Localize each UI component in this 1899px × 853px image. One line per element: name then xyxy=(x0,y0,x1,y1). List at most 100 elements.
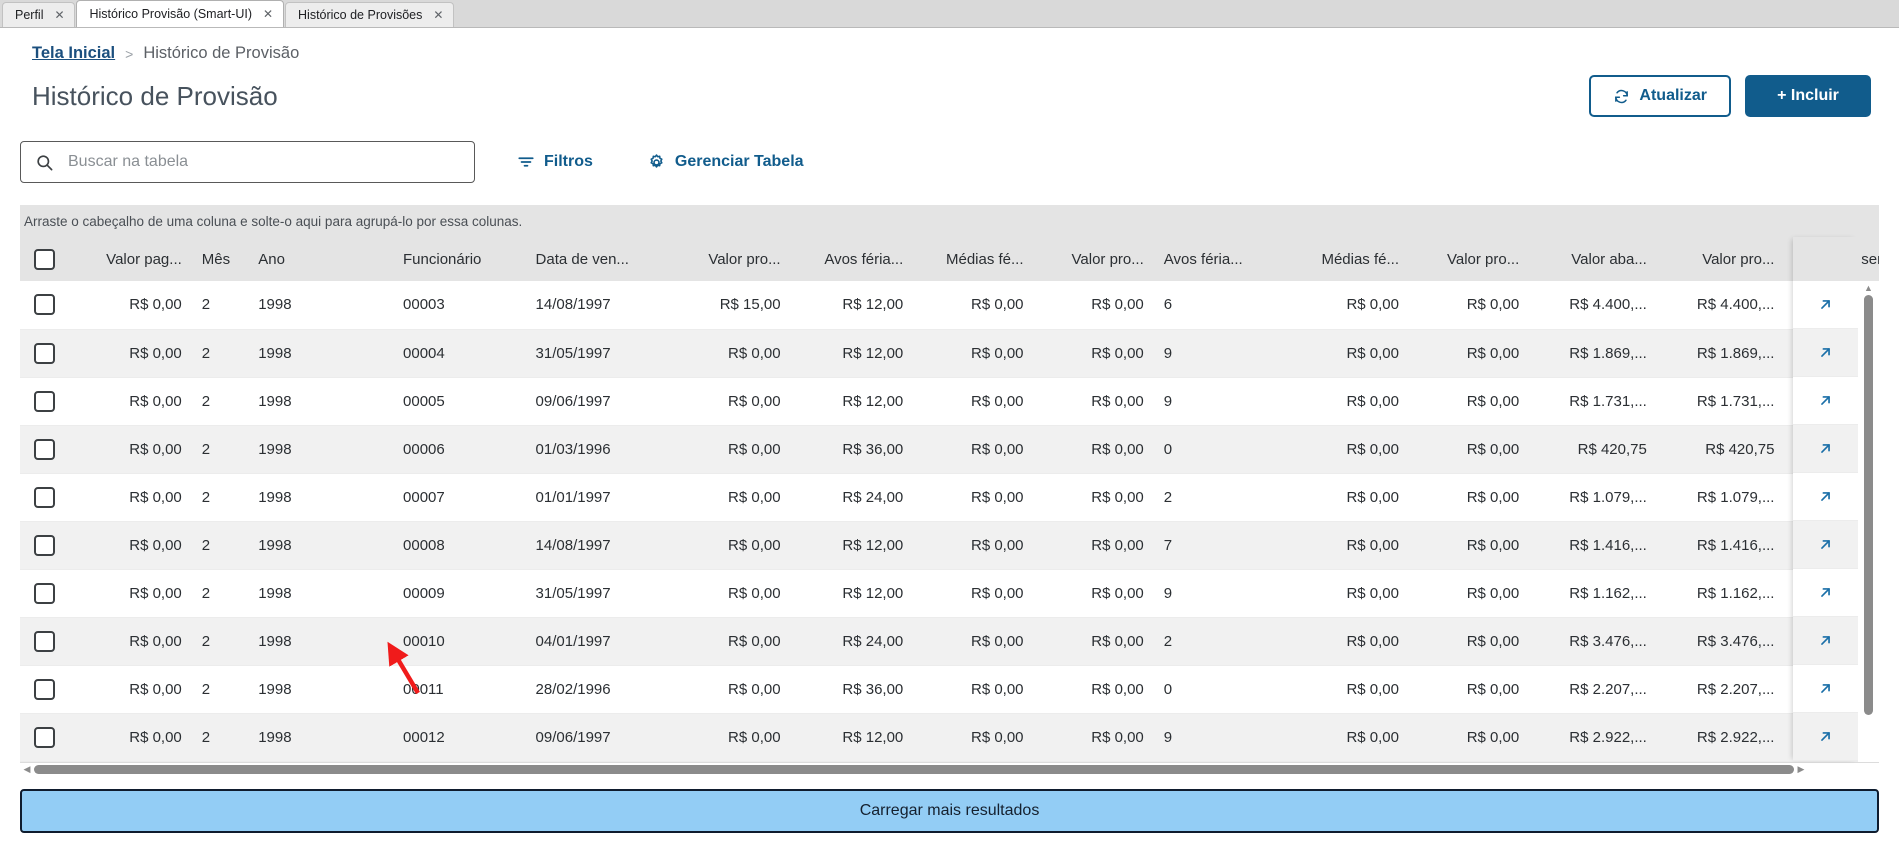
open-in-new-icon[interactable] xyxy=(1817,296,1834,313)
cell-medias-fe-1: R$ 0,00 xyxy=(970,632,1024,650)
cell-data-venc: 09/06/1997 xyxy=(535,728,611,746)
cell-avos-ferias-1: R$ 36,00 xyxy=(842,440,904,458)
column-header-medias-fe-2[interactable]: Médias fé... xyxy=(1288,237,1409,281)
row-select-cell xyxy=(20,281,84,329)
cell-valor-pro-4: R$ 3.476,... xyxy=(1696,632,1775,650)
cell-medias-fe-2: R$ 0,00 xyxy=(1346,344,1399,362)
table-row[interactable]: R$ 0,00 2 1998 00012 09/06/1997 R$ 0,00 R$ 12,… xyxy=(20,713,1879,761)
load-more-button[interactable]: Carregar mais resultados xyxy=(20,788,1879,833)
open-in-new-icon[interactable] xyxy=(1817,392,1834,409)
open-in-new-icon[interactable] xyxy=(1817,488,1834,505)
add-button[interactable]: + Incluir xyxy=(1745,75,1871,117)
cell-avos-ferias-2: 9 xyxy=(1163,344,1173,362)
column-header-valor-pro-1[interactable]: Valor pro... xyxy=(670,237,791,281)
row-checkbox[interactable] xyxy=(34,582,55,604)
table-row[interactable]: R$ 0,00 2 1998 00005 09/06/1997 R$ 0,00 R$ 12,… xyxy=(20,377,1879,425)
browser-tab-2[interactable]: Histórico de Provisões ✕ xyxy=(285,2,455,27)
scroll-up-icon[interactable]: ▲ xyxy=(1864,283,1873,293)
close-icon[interactable]: ✕ xyxy=(54,8,65,22)
open-in-new-icon[interactable] xyxy=(1817,440,1834,457)
breadcrumb-current: Histórico de Provisão xyxy=(143,44,300,62)
cell-data-venc: 31/05/1997 xyxy=(535,344,611,362)
column-header-avos-ferias-2[interactable]: Avos féria... xyxy=(1153,237,1289,281)
cell-funcionario: 00006 xyxy=(403,440,445,458)
filters-button[interactable]: Filtros xyxy=(507,145,603,179)
table-row[interactable]: R$ 0,00 2 1998 00010 04/01/1997 R$ 0,00 R$ 24,… xyxy=(20,617,1879,665)
cell-medias-fe-2: R$ 0,00 xyxy=(1346,488,1399,506)
row-checkbox[interactable] xyxy=(34,438,55,460)
select-all-checkbox[interactable] xyxy=(34,248,55,270)
row-checkbox[interactable] xyxy=(34,534,55,556)
column-header-valor-pago[interactable]: Valor pag... xyxy=(83,237,192,281)
column-header-valor-pro-2[interactable]: Valor pro... xyxy=(1033,237,1154,281)
cell-valor-pago: R$ 0,00 xyxy=(129,344,182,362)
row-checkbox[interactable] xyxy=(34,486,55,508)
table-row[interactable]: R$ 0,00 2 1998 00006 01/03/1996 R$ 0,00 R$ 36,… xyxy=(20,425,1879,473)
open-in-new-icon[interactable] xyxy=(1817,632,1834,649)
cell-mes: 2 xyxy=(201,440,211,458)
cell-avos-ferias-1: R$ 12,00 xyxy=(842,584,904,602)
column-header-valor-pro-4[interactable]: Valor pro... xyxy=(1656,237,1785,281)
column-header-valor-pro-3[interactable]: Valor pro... xyxy=(1409,237,1530,281)
group-panel[interactable]: Arraste o cabeçalho de uma coluna e solt… xyxy=(20,205,1879,237)
browser-tab-0[interactable]: Perfil ✕ xyxy=(2,2,76,27)
table-row[interactable]: R$ 0,00 2 1998 00011 28/02/1996 R$ 0,00 R$ 36,… xyxy=(20,665,1879,713)
table-row[interactable]: R$ 0,00 2 1998 00009 31/05/1997 R$ 0,00 R$ 12,… xyxy=(20,569,1879,617)
cell-valor-pago: R$ 0,00 xyxy=(129,728,182,746)
row-checkbox[interactable] xyxy=(34,726,55,748)
cell-data-venc: 04/01/1997 xyxy=(535,632,611,650)
row-checkbox[interactable] xyxy=(34,342,55,364)
column-header-avos-ferias-1[interactable]: Avos féria... xyxy=(790,237,914,281)
data-table: Valor pag... Mês Ano Funcionário Data de… xyxy=(20,237,1879,762)
search-input[interactable] xyxy=(66,152,460,172)
cell-funcionario: 00010 xyxy=(403,632,445,650)
column-header-mes[interactable]: Mês xyxy=(191,237,249,281)
horizontal-scrollbar[interactable]: ◀ ▶ xyxy=(20,762,1879,777)
row-checkbox[interactable] xyxy=(34,678,55,700)
cell-avos-ferias-2: 9 xyxy=(1163,728,1173,746)
column-header-medias-fe-1[interactable]: Médias fé... xyxy=(913,237,1034,281)
cell-ano: 1998 xyxy=(258,392,292,410)
cell-avos-ferias-1: R$ 12,00 xyxy=(842,728,904,746)
cell-medias-fe-1: R$ 0,00 xyxy=(970,392,1024,410)
row-checkbox[interactable] xyxy=(34,630,55,652)
table-row[interactable]: R$ 0,00 2 1998 00008 14/08/1997 R$ 0,00 R$ 12,… xyxy=(20,521,1879,569)
row-checkbox[interactable] xyxy=(34,390,55,412)
scroll-right-icon[interactable]: ▶ xyxy=(1797,764,1805,774)
cell-valor-pro-3: R$ 0,00 xyxy=(1466,584,1520,602)
horizontal-scrollbar-thumb[interactable] xyxy=(34,765,1794,774)
row-actions-cell xyxy=(1793,569,1858,617)
column-header-data-venc[interactable]: Data de ven... xyxy=(525,237,671,281)
vertical-scrollbar-thumb[interactable] xyxy=(1864,295,1873,715)
open-in-new-icon[interactable] xyxy=(1817,344,1834,361)
cell-valor-pro-3: R$ 0,00 xyxy=(1466,344,1520,362)
data-table-head: Valor pag... Mês Ano Funcionário Data de… xyxy=(20,237,1879,281)
cell-valor-pro-1: R$ 0,00 xyxy=(728,440,781,458)
table-row[interactable]: R$ 0,00 2 1998 00003 14/08/1997 R$ 15,00 R$ 12… xyxy=(20,281,1879,329)
cell-medias-fe-1: R$ 0,00 xyxy=(970,536,1024,554)
table-row[interactable]: R$ 0,00 2 1998 00004 31/05/1997 R$ 0,00 R$ 12,… xyxy=(20,329,1879,377)
browser-tab-1[interactable]: Histórico Provisão (Smart-UI) ✕ xyxy=(76,0,285,27)
column-header-valor-aba[interactable]: Valor aba... xyxy=(1529,237,1657,281)
manage-table-button[interactable]: Gerenciar Tabela xyxy=(637,145,814,180)
column-header-ano[interactable]: Ano xyxy=(248,237,394,281)
open-in-new-icon[interactable] xyxy=(1817,584,1834,601)
cell-medias-fe-2: R$ 0,00 xyxy=(1346,584,1399,602)
close-icon[interactable]: ✕ xyxy=(433,8,444,22)
column-header-funcionario[interactable]: Funcionário xyxy=(393,237,526,281)
row-checkbox[interactable] xyxy=(34,294,55,316)
breadcrumb-home-link[interactable]: Tela Inicial xyxy=(32,44,116,62)
page-header: Histórico de Provisão Atualizar + Inclui… xyxy=(0,63,1899,117)
cell-data-venc: 01/01/1997 xyxy=(535,488,611,506)
scroll-left-icon[interactable]: ◀ xyxy=(23,764,31,774)
refresh-button[interactable]: Atualizar xyxy=(1589,75,1731,117)
table-row[interactable]: R$ 0,00 2 1998 00007 01/01/1997 R$ 0,00 R$ 24,… xyxy=(20,473,1879,521)
close-icon[interactable]: ✕ xyxy=(262,7,274,21)
cell-avos-ferias-2: 0 xyxy=(1163,440,1173,458)
search-box[interactable] xyxy=(20,141,475,183)
row-actions-cell xyxy=(1793,665,1858,713)
vertical-scrollbar[interactable]: ▲ xyxy=(1858,281,1879,762)
open-in-new-icon[interactable] xyxy=(1817,728,1834,745)
open-in-new-icon[interactable] xyxy=(1817,536,1834,553)
open-in-new-icon[interactable] xyxy=(1817,680,1834,697)
